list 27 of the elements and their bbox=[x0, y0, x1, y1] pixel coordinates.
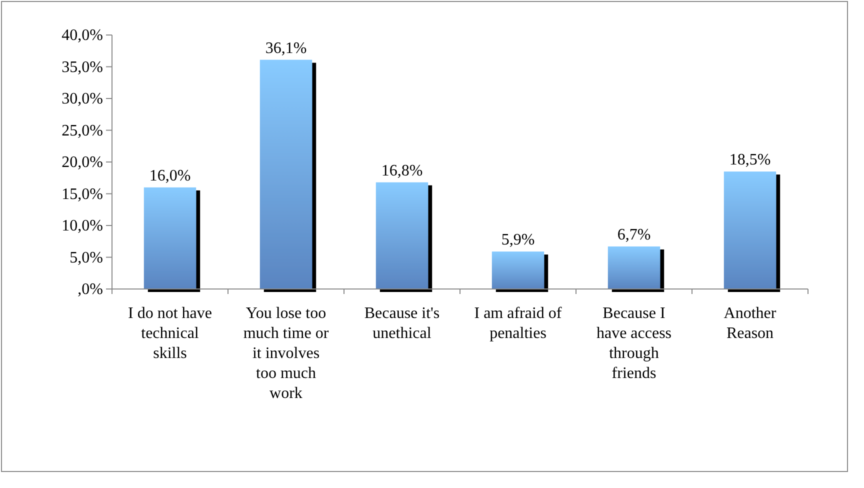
data-label: 18,5% bbox=[729, 152, 771, 169]
y-tick-label: 5,0% bbox=[70, 249, 103, 266]
data-label: 6,7% bbox=[617, 226, 651, 244]
y-tick-label: 35,0% bbox=[62, 58, 103, 76]
y-tick-label: 30,0% bbox=[62, 90, 103, 108]
x-tick-label: You lose too much time or it involves too much work bbox=[243, 305, 330, 402]
bar bbox=[144, 187, 196, 289]
x-tick-label: Because I have access through friends bbox=[596, 305, 672, 382]
x-tick-label: Another Reason bbox=[724, 305, 777, 342]
y-tick-label: ,0% bbox=[78, 281, 103, 298]
bar bbox=[260, 60, 312, 289]
data-label: 36,1% bbox=[265, 40, 307, 57]
y-tick-label: 40,0% bbox=[62, 27, 103, 44]
y-tick-label: 10,0% bbox=[62, 218, 103, 235]
data-label: 5,9% bbox=[501, 232, 535, 249]
bar bbox=[492, 252, 544, 289]
data-label: 16,0% bbox=[149, 167, 191, 184]
x-tick-label: I am afraid of penalties bbox=[474, 305, 562, 342]
x-tick-label: I do not have technical skills bbox=[128, 305, 212, 362]
data-label: 16,8% bbox=[381, 162, 423, 180]
x-tick-label: Because it's unethical bbox=[364, 305, 440, 342]
bar bbox=[724, 172, 776, 289]
bar bbox=[376, 182, 428, 289]
bar bbox=[608, 246, 660, 289]
y-tick-label: 20,0% bbox=[62, 154, 103, 172]
y-tick-label: 25,0% bbox=[62, 122, 103, 140]
y-tick-label: 15,0% bbox=[62, 186, 103, 203]
